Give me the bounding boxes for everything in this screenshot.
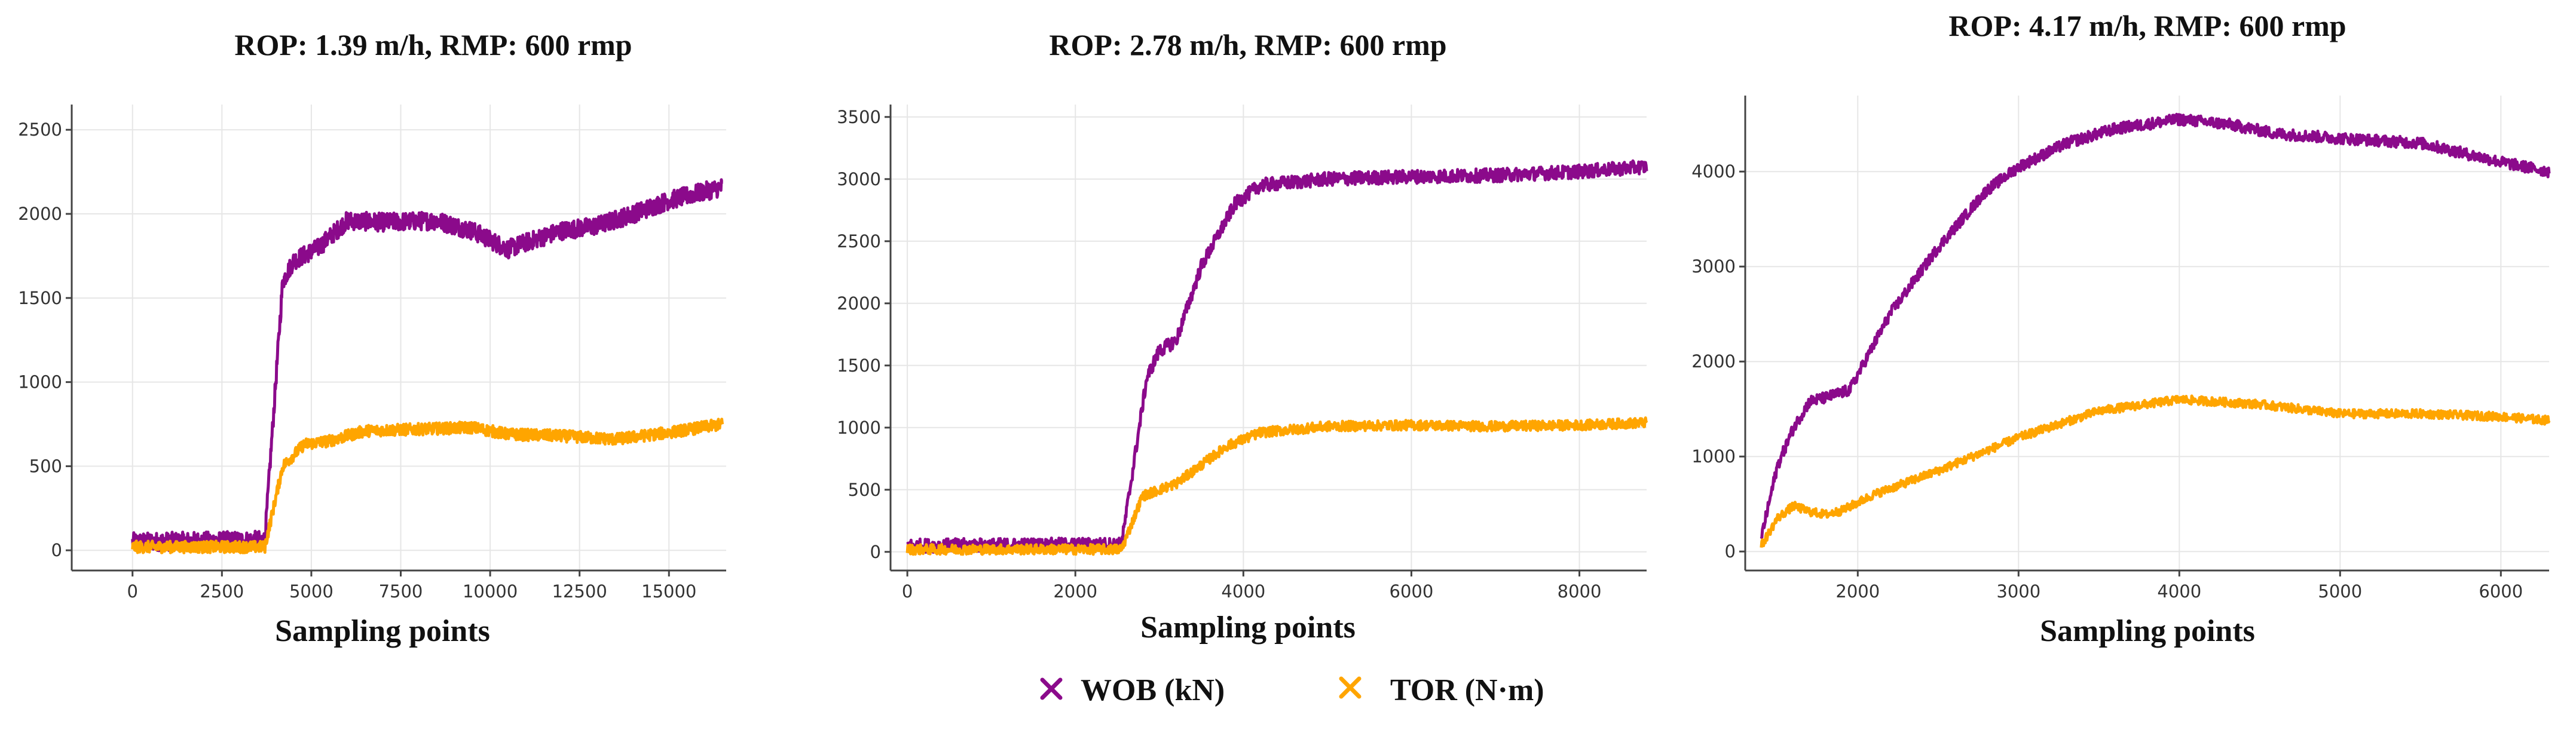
x-tick-label: 2500 <box>200 581 244 602</box>
y-tick-label: 3000 <box>1691 256 1736 277</box>
legend-wob-x-marker-icon <box>1040 677 1063 700</box>
y-tick-label: 1500 <box>837 355 881 376</box>
series-tor-line <box>1760 394 2551 548</box>
chart-3-xlabel: Sampling points <box>2040 614 2255 648</box>
chart-3-ticks: 0 1000 2000 3000 4000 2000 3000 4000 5000 6000 <box>1691 161 2523 602</box>
y-tick-label: 2500 <box>18 119 62 140</box>
y-tick-label: 0 <box>51 540 62 560</box>
chart-3-title: ROP: 4.17 m/h, RMP: 600 rmp <box>1948 9 2346 42</box>
legend-wob-label: WOB (kN) <box>1081 673 1225 707</box>
x-tick-label: 2000 <box>1053 581 1097 602</box>
chart-panel-2: ROP: 2.78 m/h, RMP: 600 rmp 0 500 1000 1500… <box>837 28 1648 645</box>
chart-1-marks <box>131 178 724 554</box>
y-tick-label: 4000 <box>1691 161 1736 182</box>
chart-1-title: ROP: 1.39 m/h, RMP: 600 rmp <box>234 28 632 62</box>
chart-2-title: ROP: 2.78 m/h, RMP: 600 rmp <box>1049 28 1446 62</box>
x-tick-label: 5000 <box>289 581 334 602</box>
x-tick-label: 6000 <box>2479 581 2523 602</box>
chart-panel-3: ROP: 4.17 m/h, RMP: 600 rmp 0 1000 2000 300… <box>1691 9 2551 648</box>
y-tick-label: 500 <box>29 456 62 476</box>
chart-1-ticks: 0 500 1000 1500 2000 2500 0 2500 5000 7500 10000 12… <box>18 119 696 602</box>
chart-1-xlabel: Sampling points <box>275 614 490 648</box>
y-tick-label: 2000 <box>837 293 881 314</box>
chart-1-gridlines <box>72 105 726 570</box>
x-tick-label: 7500 <box>379 581 423 602</box>
legend-tor-x-marker-icon <box>1339 676 1362 699</box>
legend-item-wob: WOB (kN) <box>1040 673 1225 707</box>
x-tick-label: 4000 <box>2157 581 2201 602</box>
series-wob-line <box>1760 112 2551 539</box>
x-tick-label: 3000 <box>1996 581 2040 602</box>
x-tick-label: 10000 <box>463 581 518 602</box>
y-tick-label: 3500 <box>837 107 881 127</box>
y-tick-label: 1500 <box>18 288 62 308</box>
x-tick-label: 2000 <box>1835 581 1880 602</box>
y-tick-label: 1000 <box>1691 446 1736 467</box>
chart-1-axes <box>71 105 726 572</box>
y-tick-label: 0 <box>870 542 881 562</box>
chart-2-axes <box>889 105 1647 572</box>
series-tor-line <box>905 416 1648 556</box>
y-tick-label: 2500 <box>837 231 881 251</box>
x-tick-label: 12500 <box>552 581 607 602</box>
chart-3-axes <box>1744 96 2549 572</box>
series-wob-line <box>131 178 724 553</box>
y-tick-label: 0 <box>1725 541 1736 562</box>
y-tick-label: 500 <box>848 480 881 500</box>
x-tick-label: 6000 <box>1390 581 1434 602</box>
chart-2-gridlines <box>891 105 1647 570</box>
chart-2-ticks: 0 500 1000 1500 2000 2500 3000 3500 0 2000 4000 600… <box>837 107 1601 602</box>
y-tick-label: 2000 <box>18 204 62 224</box>
chart-panel-1: ROP: 1.39 m/h, RMP: 600 rmp 0 500 1000 1500… <box>18 28 726 648</box>
y-tick-label: 1000 <box>837 418 881 438</box>
chart-3-gridlines <box>1745 96 2549 570</box>
legend-item-tor: TOR (N·m) <box>1339 673 1544 707</box>
chart-2-xlabel: Sampling points <box>1140 611 1356 645</box>
y-tick-label: 1000 <box>18 372 62 392</box>
y-tick-label: 3000 <box>837 169 881 189</box>
chart-2-marks <box>905 159 1648 556</box>
x-tick-label: 0 <box>902 581 913 602</box>
x-tick-label: 0 <box>127 581 137 602</box>
legend-tor-label: TOR (N·m) <box>1390 673 1544 707</box>
x-tick-label: 5000 <box>2318 581 2362 602</box>
x-tick-label: 4000 <box>1221 581 1265 602</box>
chart-3-marks <box>1760 112 2551 548</box>
series-wob-line <box>906 159 1648 554</box>
legend: WOB (kN) TOR (N·m) <box>1040 673 1544 707</box>
y-tick-label: 2000 <box>1691 351 1736 372</box>
x-tick-label: 8000 <box>1558 581 1602 602</box>
x-tick-label: 15000 <box>641 581 696 602</box>
series-tor-line <box>131 418 724 554</box>
